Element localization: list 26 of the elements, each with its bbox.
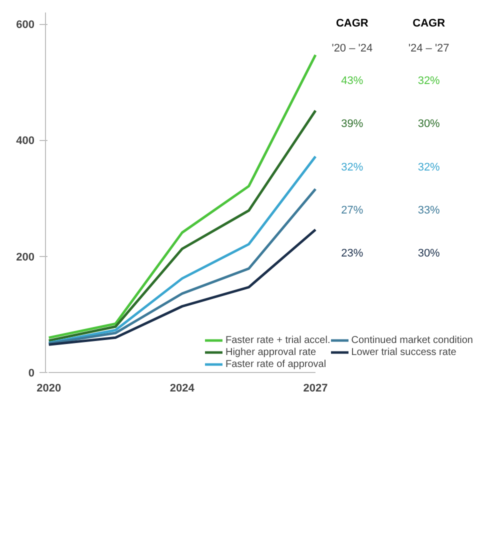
y-tick-label: 400	[16, 135, 35, 148]
text: 23%	[341, 248, 364, 260]
y-tick-label: 200	[16, 251, 35, 264]
legend-label: Lower trial success rate	[351, 346, 456, 358]
x-tick-label: 2027	[303, 382, 328, 394]
y-tick-label: 0	[28, 368, 35, 380]
text: 39%	[341, 118, 364, 130]
x-tick-label: 2020	[36, 382, 62, 394]
text: '24 – '27	[408, 42, 450, 54]
legend-label: Faster rate + trial accel.	[225, 334, 330, 346]
text: 27%	[341, 204, 364, 216]
text: CAGR	[412, 17, 446, 30]
text: 32%	[418, 161, 440, 174]
legend-label: Higher approval rate	[225, 346, 316, 358]
text: 32%	[418, 74, 440, 87]
legend-label: Continued market condition	[351, 334, 473, 346]
text: 33%	[418, 204, 440, 216]
text: '20 – '24	[332, 42, 373, 54]
text: 32%	[341, 161, 364, 174]
text: 30%	[418, 118, 440, 130]
x-tick-label: 2024	[170, 382, 196, 394]
text: 30%	[418, 248, 440, 260]
y-tick-label: 600	[16, 19, 35, 32]
text: 43%	[341, 74, 364, 87]
legend-label: Faster rate of approval	[225, 358, 326, 370]
text: CAGR	[336, 17, 368, 30]
